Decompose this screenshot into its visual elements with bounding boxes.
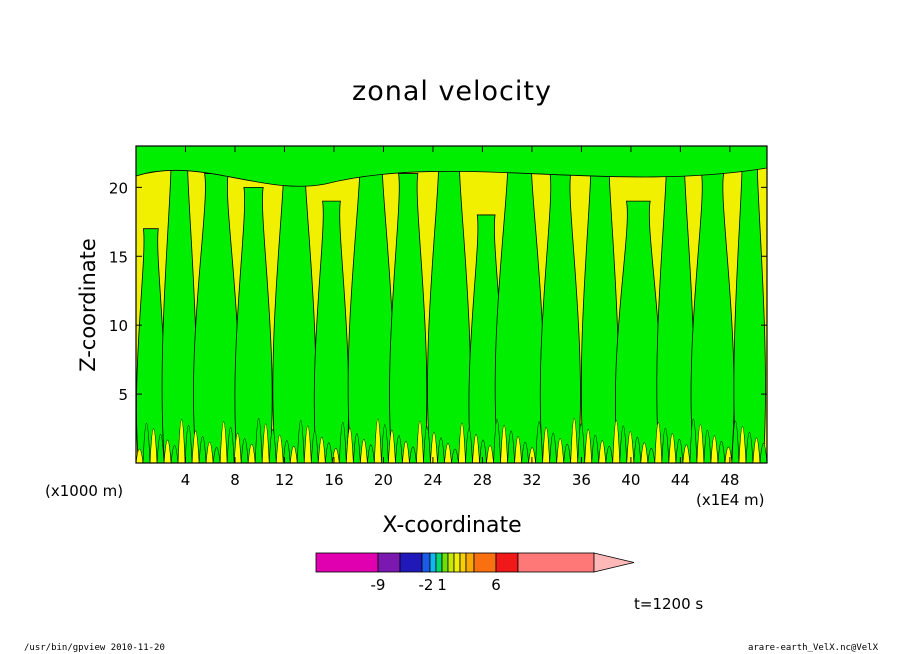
footer-left: /usr/bin/gpview 2010-11-20	[24, 643, 165, 653]
contour-region	[733, 146, 766, 463]
colorbar-segment	[377, 552, 401, 573]
x-tick-label: 32	[522, 471, 541, 489]
colorbar-segment	[399, 552, 423, 573]
contour-region	[570, 417, 578, 463]
colorbar-label: -9	[371, 576, 386, 594]
colorbar-segment	[429, 552, 437, 573]
x-tick-label: 12	[275, 471, 294, 489]
contour-region	[493, 419, 501, 463]
contour-region	[689, 418, 698, 463]
colorbar-label: -2	[419, 576, 434, 594]
colorbar-segment	[495, 552, 519, 573]
x-tick-label: 20	[374, 471, 393, 489]
contour-region	[612, 420, 621, 463]
colorbar-extension	[593, 552, 635, 573]
colorbar-segment	[447, 552, 455, 573]
colorbar-label: 1	[437, 576, 447, 594]
colorbar-segment	[517, 552, 595, 573]
x-tick-label: 48	[720, 471, 739, 489]
time-label: t=1200 s	[634, 595, 704, 613]
contour-region	[254, 417, 263, 463]
plot-frame	[135, 145, 768, 464]
colorbar-segment	[441, 552, 449, 573]
y-tick-label: 10	[109, 317, 128, 335]
contour-region	[219, 421, 228, 463]
x-tick-label: 44	[671, 471, 690, 489]
contour-region	[731, 421, 740, 463]
x-tick-label: 16	[324, 471, 343, 489]
colorbar-segment	[459, 552, 467, 573]
colorbar-segment	[473, 552, 497, 573]
colorbar: -9 -2 1 6	[315, 552, 635, 594]
contour-region	[261, 423, 270, 463]
contour-region	[619, 425, 628, 463]
contour-region	[177, 419, 186, 463]
x-unit-left: (x1000 m)	[45, 482, 124, 500]
y-axis-label: Z-coordinate	[76, 238, 100, 372]
contour-region	[234, 186, 273, 463]
x-tick-label: 36	[572, 471, 591, 489]
colorbar-label: 6	[491, 576, 501, 594]
velocity-field-negative	[136, 146, 767, 463]
y-tick-label: 20	[109, 179, 128, 197]
x-axis-label: X-coordinate	[382, 513, 522, 538]
contour-region	[696, 424, 705, 463]
colorbar-segment	[453, 552, 461, 573]
contour-region	[374, 418, 382, 463]
x-tick-label: 4	[181, 471, 191, 489]
contour-region	[577, 423, 586, 463]
chart-title: zonal velocity	[352, 76, 552, 107]
contour-region	[184, 425, 193, 463]
contour-region	[296, 420, 305, 463]
contour-field	[136, 146, 767, 463]
contour-region	[458, 423, 466, 463]
x-tick-label: 40	[621, 471, 640, 489]
contour-region	[303, 425, 312, 463]
footer-right: arare-earth_VelX.nc@VelX	[747, 643, 878, 653]
colorbar-segment	[421, 552, 431, 573]
contour-region	[339, 422, 347, 463]
x-axis-ticks: 4 8 12 16 20 24 28 32 36 40 44 48	[181, 146, 739, 489]
contour-region	[500, 425, 508, 463]
y-tick-label: 5	[118, 386, 128, 404]
colorbar-segment	[465, 552, 475, 573]
contour-region	[416, 421, 424, 463]
y-tick-label: 15	[109, 248, 128, 266]
x-unit-right: (x1E4 m)	[696, 491, 765, 509]
contour-region	[142, 423, 151, 463]
x-tick-label: 28	[473, 471, 492, 489]
colorbar-segment	[435, 552, 443, 573]
contour-region	[654, 422, 663, 463]
colorbar-segment	[315, 552, 379, 573]
contour-region	[136, 146, 767, 187]
x-tick-label: 24	[423, 471, 442, 489]
contour-region	[535, 421, 543, 463]
contour-region	[381, 424, 389, 463]
y-axis-ticks: 5 10 15 20	[109, 179, 767, 404]
contour-region	[389, 173, 428, 463]
x-tick-label: 8	[230, 471, 240, 489]
